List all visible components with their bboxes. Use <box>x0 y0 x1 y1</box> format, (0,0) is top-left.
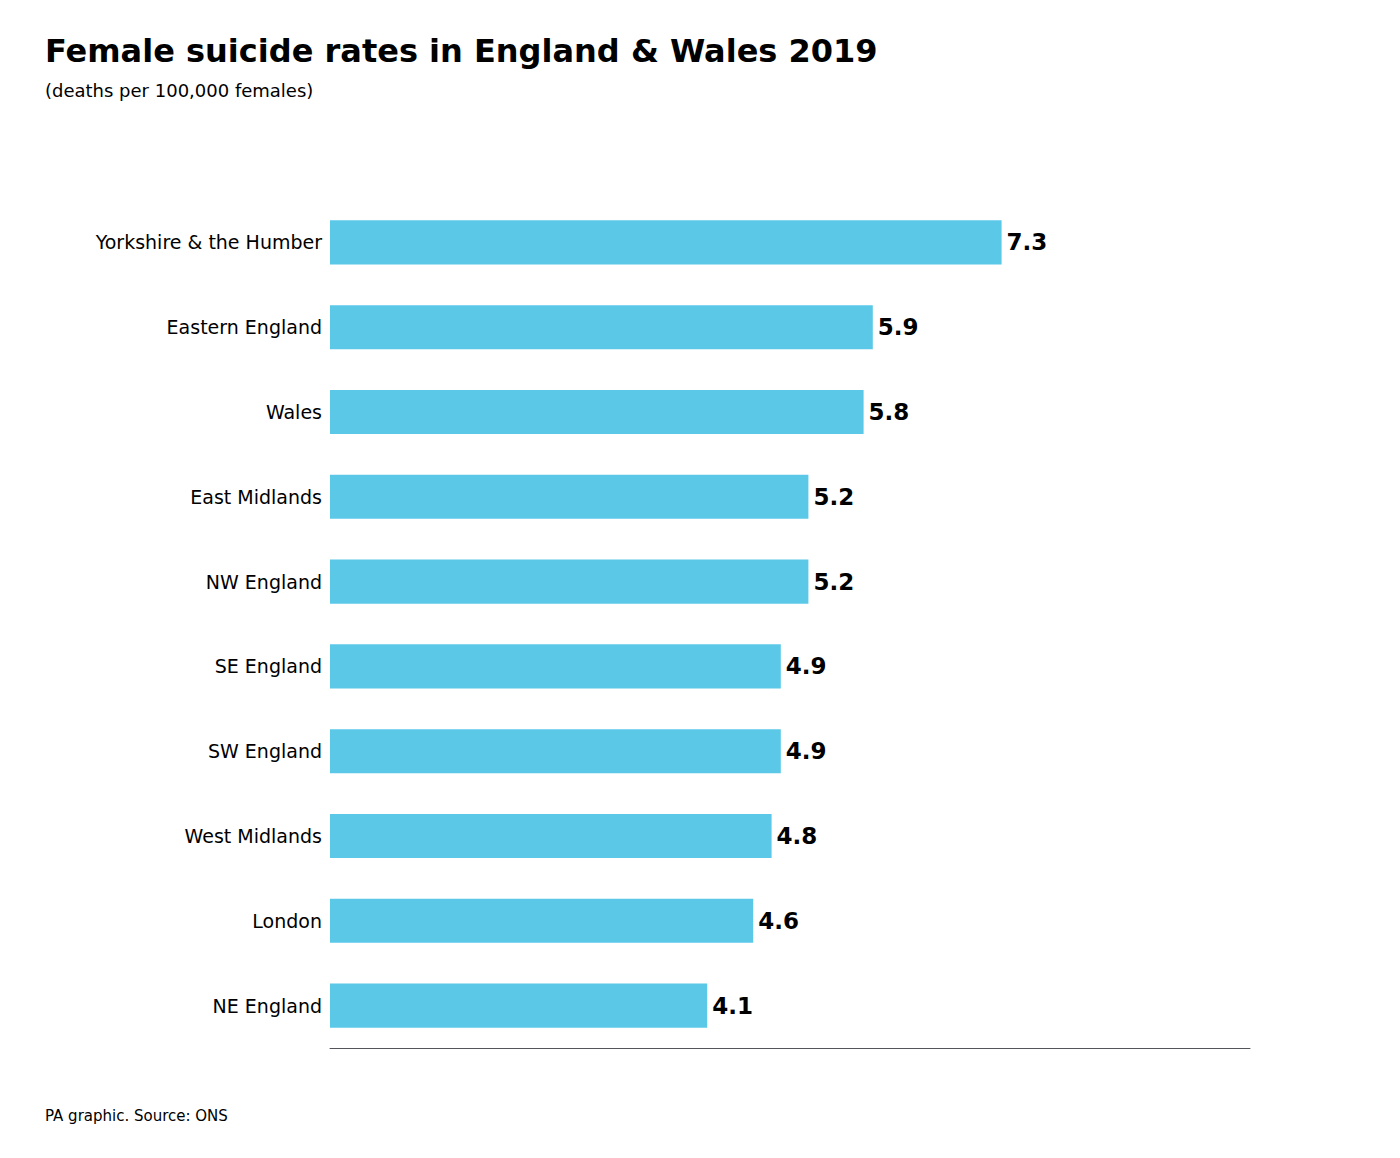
svg-text:NW England: NW England <box>206 571 322 593</box>
svg-text:PA graphic. Source: ONS: PA graphic. Source: ONS <box>45 1107 228 1125</box>
svg-text:London: London <box>252 910 322 932</box>
svg-text:NE England: NE England <box>213 995 322 1017</box>
svg-text:Wales: Wales <box>266 401 322 423</box>
svg-text:West Midlands: West Midlands <box>185 825 322 847</box>
svg-text:4.9: 4.9 <box>786 738 827 764</box>
svg-text:5.9: 5.9 <box>878 314 919 340</box>
svg-text:East Midlands: East Midlands <box>190 486 322 508</box>
svg-text:SW England: SW England <box>208 740 322 762</box>
svg-text:(deaths per 100,000 females): (deaths per 100,000 females) <box>45 80 313 101</box>
svg-text:Eastern England: Eastern England <box>167 316 322 338</box>
svg-text:4.1: 4.1 <box>712 993 753 1019</box>
svg-text:5.2: 5.2 <box>813 569 854 595</box>
svg-text:7.3: 7.3 <box>1007 229 1048 255</box>
svg-text:4.8: 4.8 <box>777 823 818 849</box>
svg-text:5.2: 5.2 <box>813 484 854 510</box>
svg-text:5.8: 5.8 <box>869 399 910 425</box>
svg-text:4.9: 4.9 <box>786 653 827 679</box>
svg-text:4.6: 4.6 <box>758 908 799 934</box>
svg-text:Yorkshire & the Humber: Yorkshire & the Humber <box>95 231 323 253</box>
svg-text:Female suicide rates in Englan: Female suicide rates in England & Wales … <box>45 32 878 70</box>
svg-text:SE England: SE England <box>215 655 322 677</box>
